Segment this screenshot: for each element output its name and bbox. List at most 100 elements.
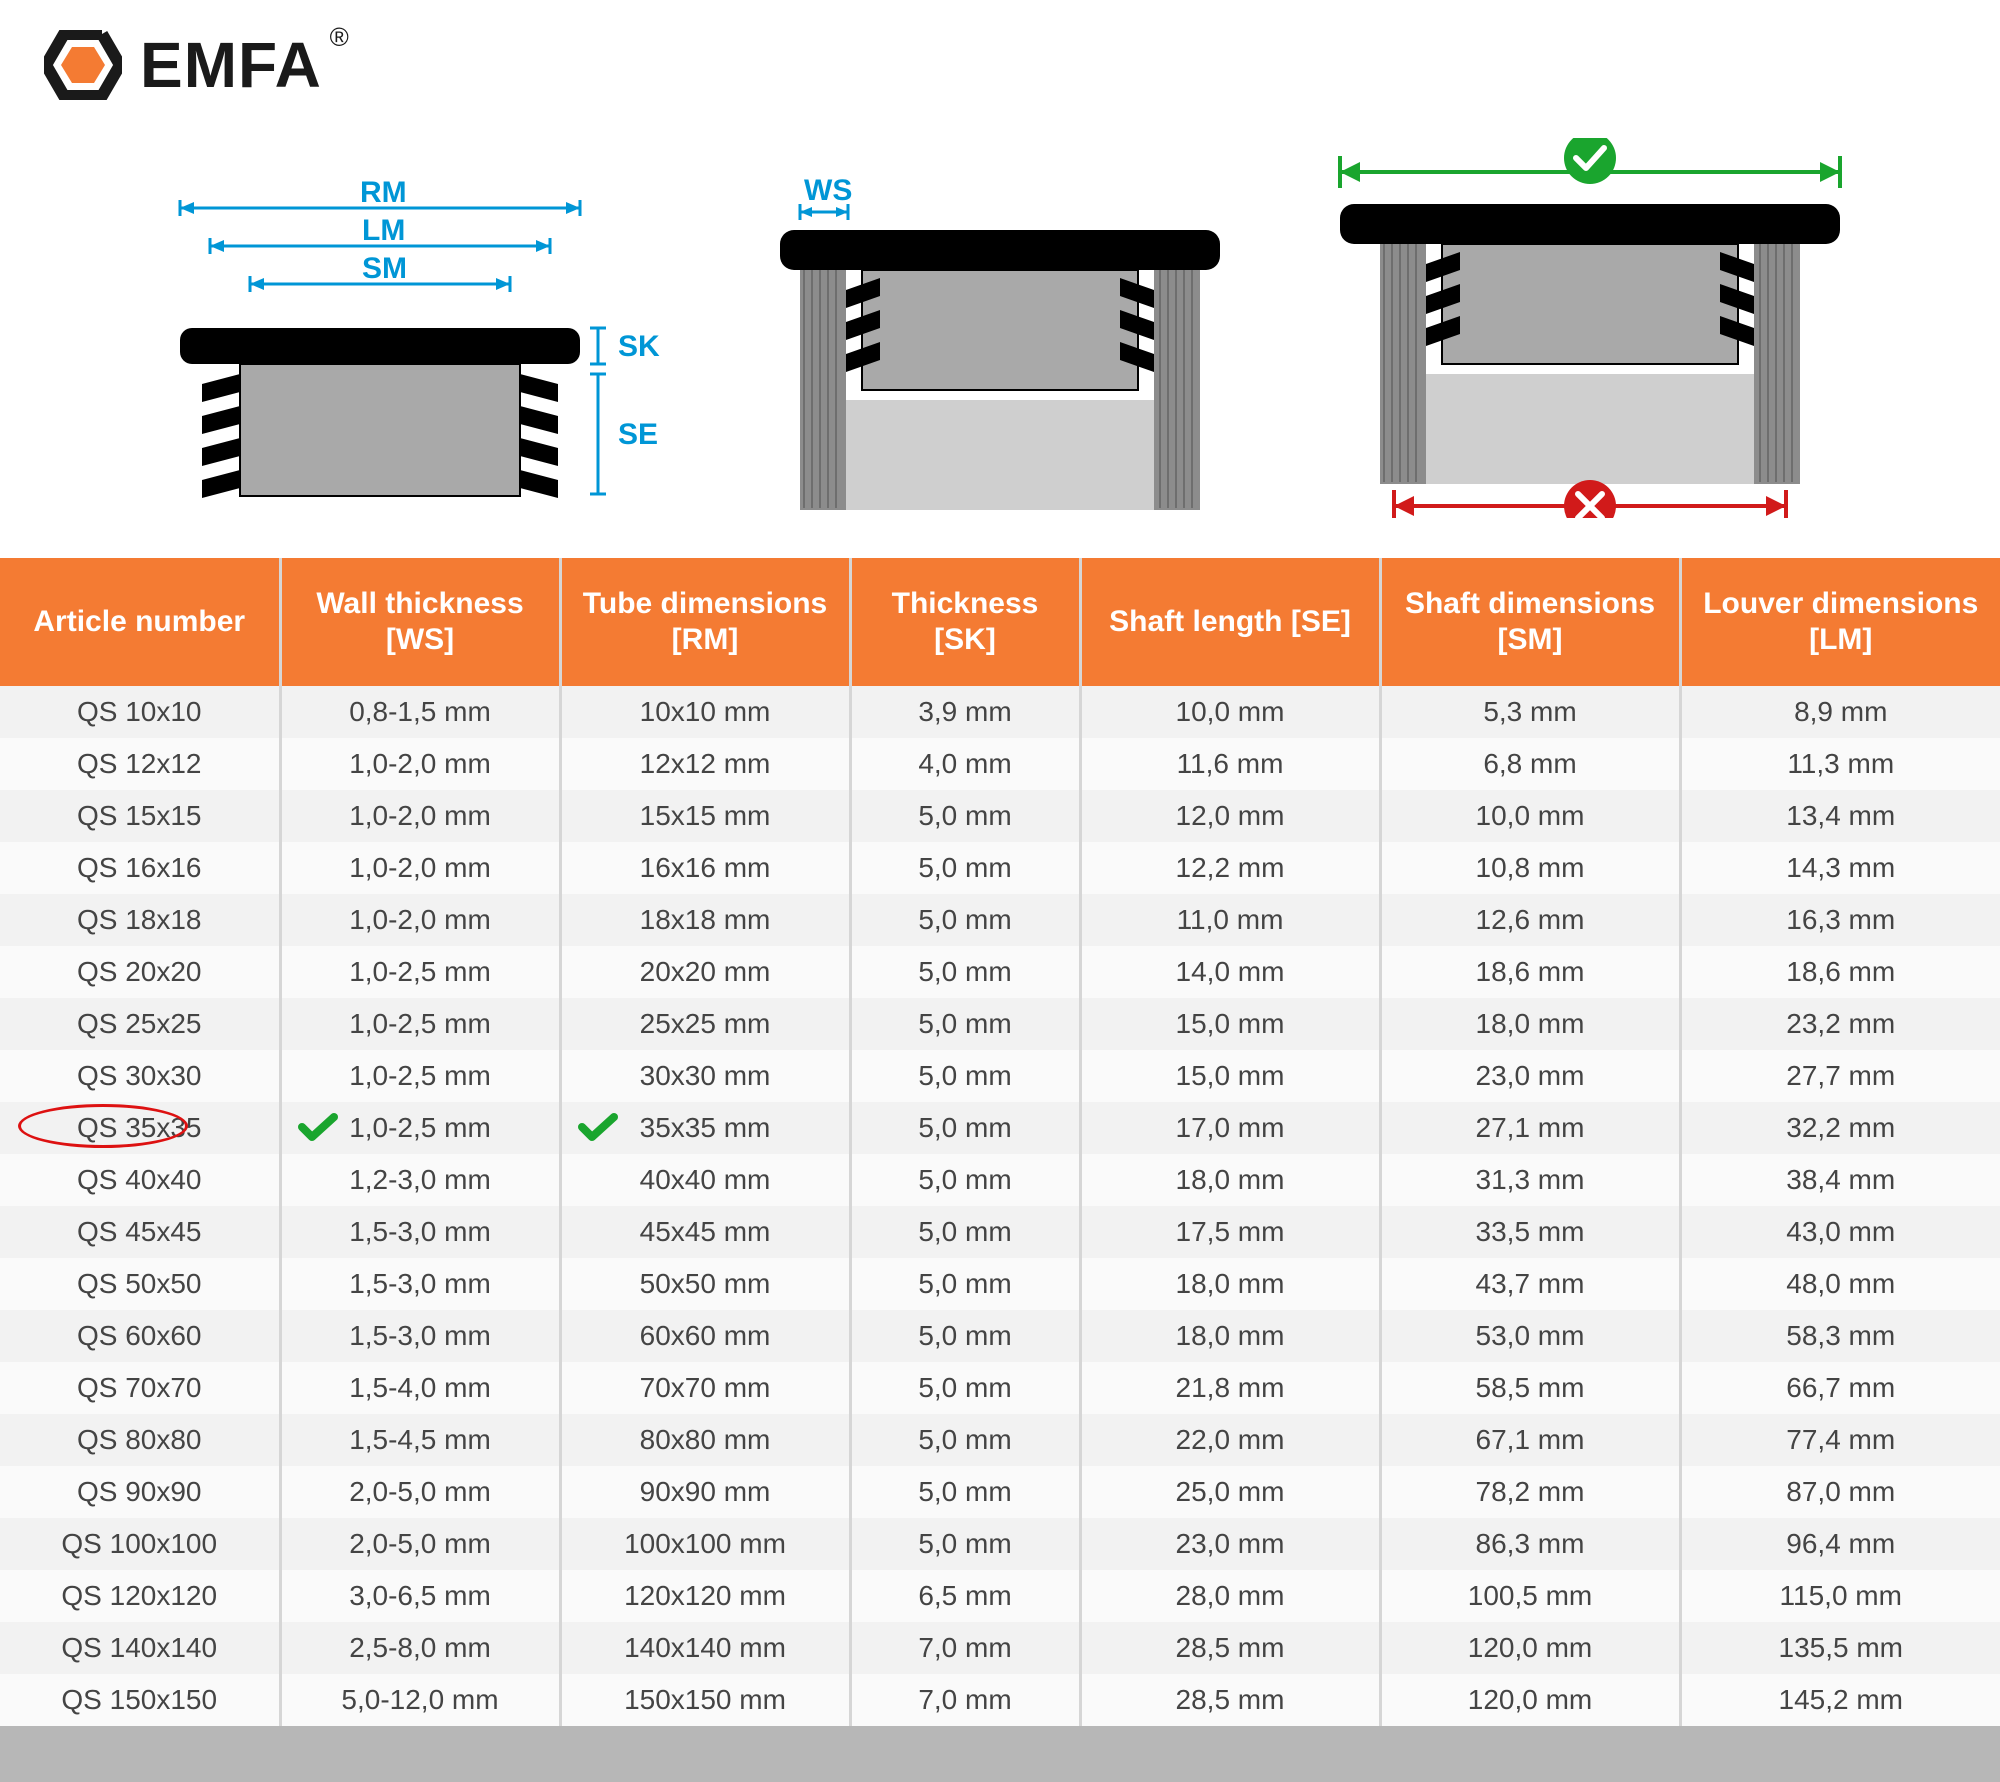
table-cell: 31,3 mm [1380, 1154, 1680, 1206]
table-cell: QS 80x80 [0, 1414, 280, 1466]
table-cell: 5,0 mm [850, 790, 1080, 842]
col-lm: Louver dimensions[LM] [1680, 558, 2000, 686]
check-icon [578, 1113, 618, 1143]
table-cell: 90x90 mm [560, 1466, 850, 1518]
table-cell: 18,6 mm [1680, 946, 2000, 998]
table-cell: QS 120x120 [0, 1570, 280, 1622]
table-cell: 5,0 mm [850, 894, 1080, 946]
table-cell: QS 140x140 [0, 1622, 280, 1674]
table-cell: 66,7 mm [1680, 1362, 2000, 1414]
table-cell: 120,0 mm [1380, 1674, 1680, 1726]
table-cell: QS 20x20 [0, 946, 280, 998]
table-row: QS 10x100,8-1,5 mm10x10 mm3,9 mm10,0 mm5… [0, 686, 2000, 738]
table-cell: 12,0 mm [1080, 790, 1380, 842]
table-cell: 11,0 mm [1080, 894, 1380, 946]
label-se: SE [618, 418, 658, 451]
col-sm: Shaft dimensions[SM] [1380, 558, 1680, 686]
table-cell: 115,0 mm [1680, 1570, 2000, 1622]
table-cell: 6,5 mm [850, 1570, 1080, 1622]
table-cell: 14,0 mm [1080, 946, 1380, 998]
table-cell: 27,7 mm [1680, 1050, 2000, 1102]
col-sk: Thickness[SK] [850, 558, 1080, 686]
check-icon [298, 1113, 338, 1143]
table-cell: 13,4 mm [1680, 790, 2000, 842]
table-row: QS 35x351,0-2,5 mm35x35 mm5,0 mm17,0 mm2… [0, 1102, 2000, 1154]
table-cell: 1,0-2,5 mm [280, 1050, 560, 1102]
table-cell: 28,5 mm [1080, 1674, 1380, 1726]
col-rm: Tube dimensions[RM] [560, 558, 850, 686]
table-cell: 7,0 mm [850, 1674, 1080, 1726]
table-cell: QS 30x30 [0, 1050, 280, 1102]
table-cell: QS 25x25 [0, 998, 280, 1050]
table-cell: 11,3 mm [1680, 738, 2000, 790]
table-cell: 58,3 mm [1680, 1310, 2000, 1362]
table-cell: 2,5-8,0 mm [280, 1622, 560, 1674]
table-cell: 23,0 mm [1380, 1050, 1680, 1102]
table-cell: 60x60 mm [560, 1310, 850, 1362]
table-cell: 38,4 mm [1680, 1154, 2000, 1206]
table-cell: 5,3 mm [1380, 686, 1680, 738]
table-row: QS 40x401,2-3,0 mm40x40 mm5,0 mm18,0 mm3… [0, 1154, 2000, 1206]
table-row: QS 45x451,5-3,0 mm45x45 mm5,0 mm17,5 mm3… [0, 1206, 2000, 1258]
table-cell: QS 90x90 [0, 1466, 280, 1518]
table-cell: 96,4 mm [1680, 1518, 2000, 1570]
table-cell: 25x25 mm [560, 998, 850, 1050]
table-cell: 4,0 mm [850, 738, 1080, 790]
table-cell: 33,5 mm [1380, 1206, 1680, 1258]
label-sk: SK [618, 330, 660, 363]
table-row: QS 60x601,5-3,0 mm60x60 mm5,0 mm18,0 mm5… [0, 1310, 2000, 1362]
table-cell: 1,0-2,5 mm [280, 946, 560, 998]
label-ws: WS [804, 178, 852, 207]
table-cell: 25,0 mm [1080, 1466, 1380, 1518]
table-cell: 5,0-12,0 mm [280, 1674, 560, 1726]
brand-logo: EMFA ® [0, 0, 2000, 128]
table-cell: 1,0-2,0 mm [280, 738, 560, 790]
table-cell: 22,0 mm [1080, 1414, 1380, 1466]
table-cell: QS 50x50 [0, 1258, 280, 1310]
table-row: QS 16x161,0-2,0 mm16x16 mm5,0 mm12,2 mm1… [0, 842, 2000, 894]
table-cell: 15,0 mm [1080, 998, 1380, 1050]
table-cell: 15x15 mm [560, 790, 850, 842]
table-cell: 150x150 mm [560, 1674, 850, 1726]
table-cell: 1,0-2,5 mm [280, 1102, 560, 1154]
table-cell: QS 100x100 [0, 1518, 280, 1570]
brand-name: EMFA ® [140, 28, 322, 102]
table-cell: 1,5-3,0 mm [280, 1310, 560, 1362]
table-cell: 40x40 mm [560, 1154, 850, 1206]
table-cell: 5,0 mm [850, 1258, 1080, 1310]
table-cell: 16,3 mm [1680, 894, 2000, 946]
table-row: QS 120x1203,0-6,5 mm120x120 mm6,5 mm28,0… [0, 1570, 2000, 1622]
table-cell: 5,0 mm [850, 842, 1080, 894]
table-cell: 20x20 mm [560, 946, 850, 998]
table-cell: 100,5 mm [1380, 1570, 1680, 1622]
table-cell: QS 10x10 [0, 686, 280, 738]
table-row: QS 20x201,0-2,5 mm20x20 mm5,0 mm14,0 mm1… [0, 946, 2000, 998]
table-cell: 21,8 mm [1080, 1362, 1380, 1414]
table-cell: QS 60x60 [0, 1310, 280, 1362]
table-cell: 1,0-2,0 mm [280, 790, 560, 842]
table-cell: 3,0-6,5 mm [280, 1570, 560, 1622]
table-cell: 23,0 mm [1080, 1518, 1380, 1570]
table-row: QS 70x701,5-4,0 mm70x70 mm5,0 mm21,8 mm5… [0, 1362, 2000, 1414]
diagram-inserted: WS [770, 178, 1230, 518]
table-cell: QS 12x12 [0, 738, 280, 790]
col-ws: Wall thickness[WS] [280, 558, 560, 686]
table-cell: QS 18x18 [0, 894, 280, 946]
table-cell: 16x16 mm [560, 842, 850, 894]
table-cell: 80x80 mm [560, 1414, 850, 1466]
table-cell: 120,0 mm [1380, 1622, 1680, 1674]
table-cell: 140x140 mm [560, 1622, 850, 1674]
table-cell: 5,0 mm [850, 1206, 1080, 1258]
table-cell: QS 40x40 [0, 1154, 280, 1206]
label-lm: LM [362, 214, 405, 247]
table-cell: 14,3 mm [1680, 842, 2000, 894]
table-cell: 58,5 mm [1380, 1362, 1680, 1414]
brand-name-text: EMFA [140, 29, 322, 101]
table-cell: 67,1 mm [1380, 1414, 1680, 1466]
table-cell: 120x120 mm [560, 1570, 850, 1622]
table-cell: 1,5-3,0 mm [280, 1206, 560, 1258]
table-cell: 18,6 mm [1380, 946, 1680, 998]
table-cell: 11,6 mm [1080, 738, 1380, 790]
table-cell: 5,0 mm [850, 946, 1080, 998]
table-cell: 10,8 mm [1380, 842, 1680, 894]
